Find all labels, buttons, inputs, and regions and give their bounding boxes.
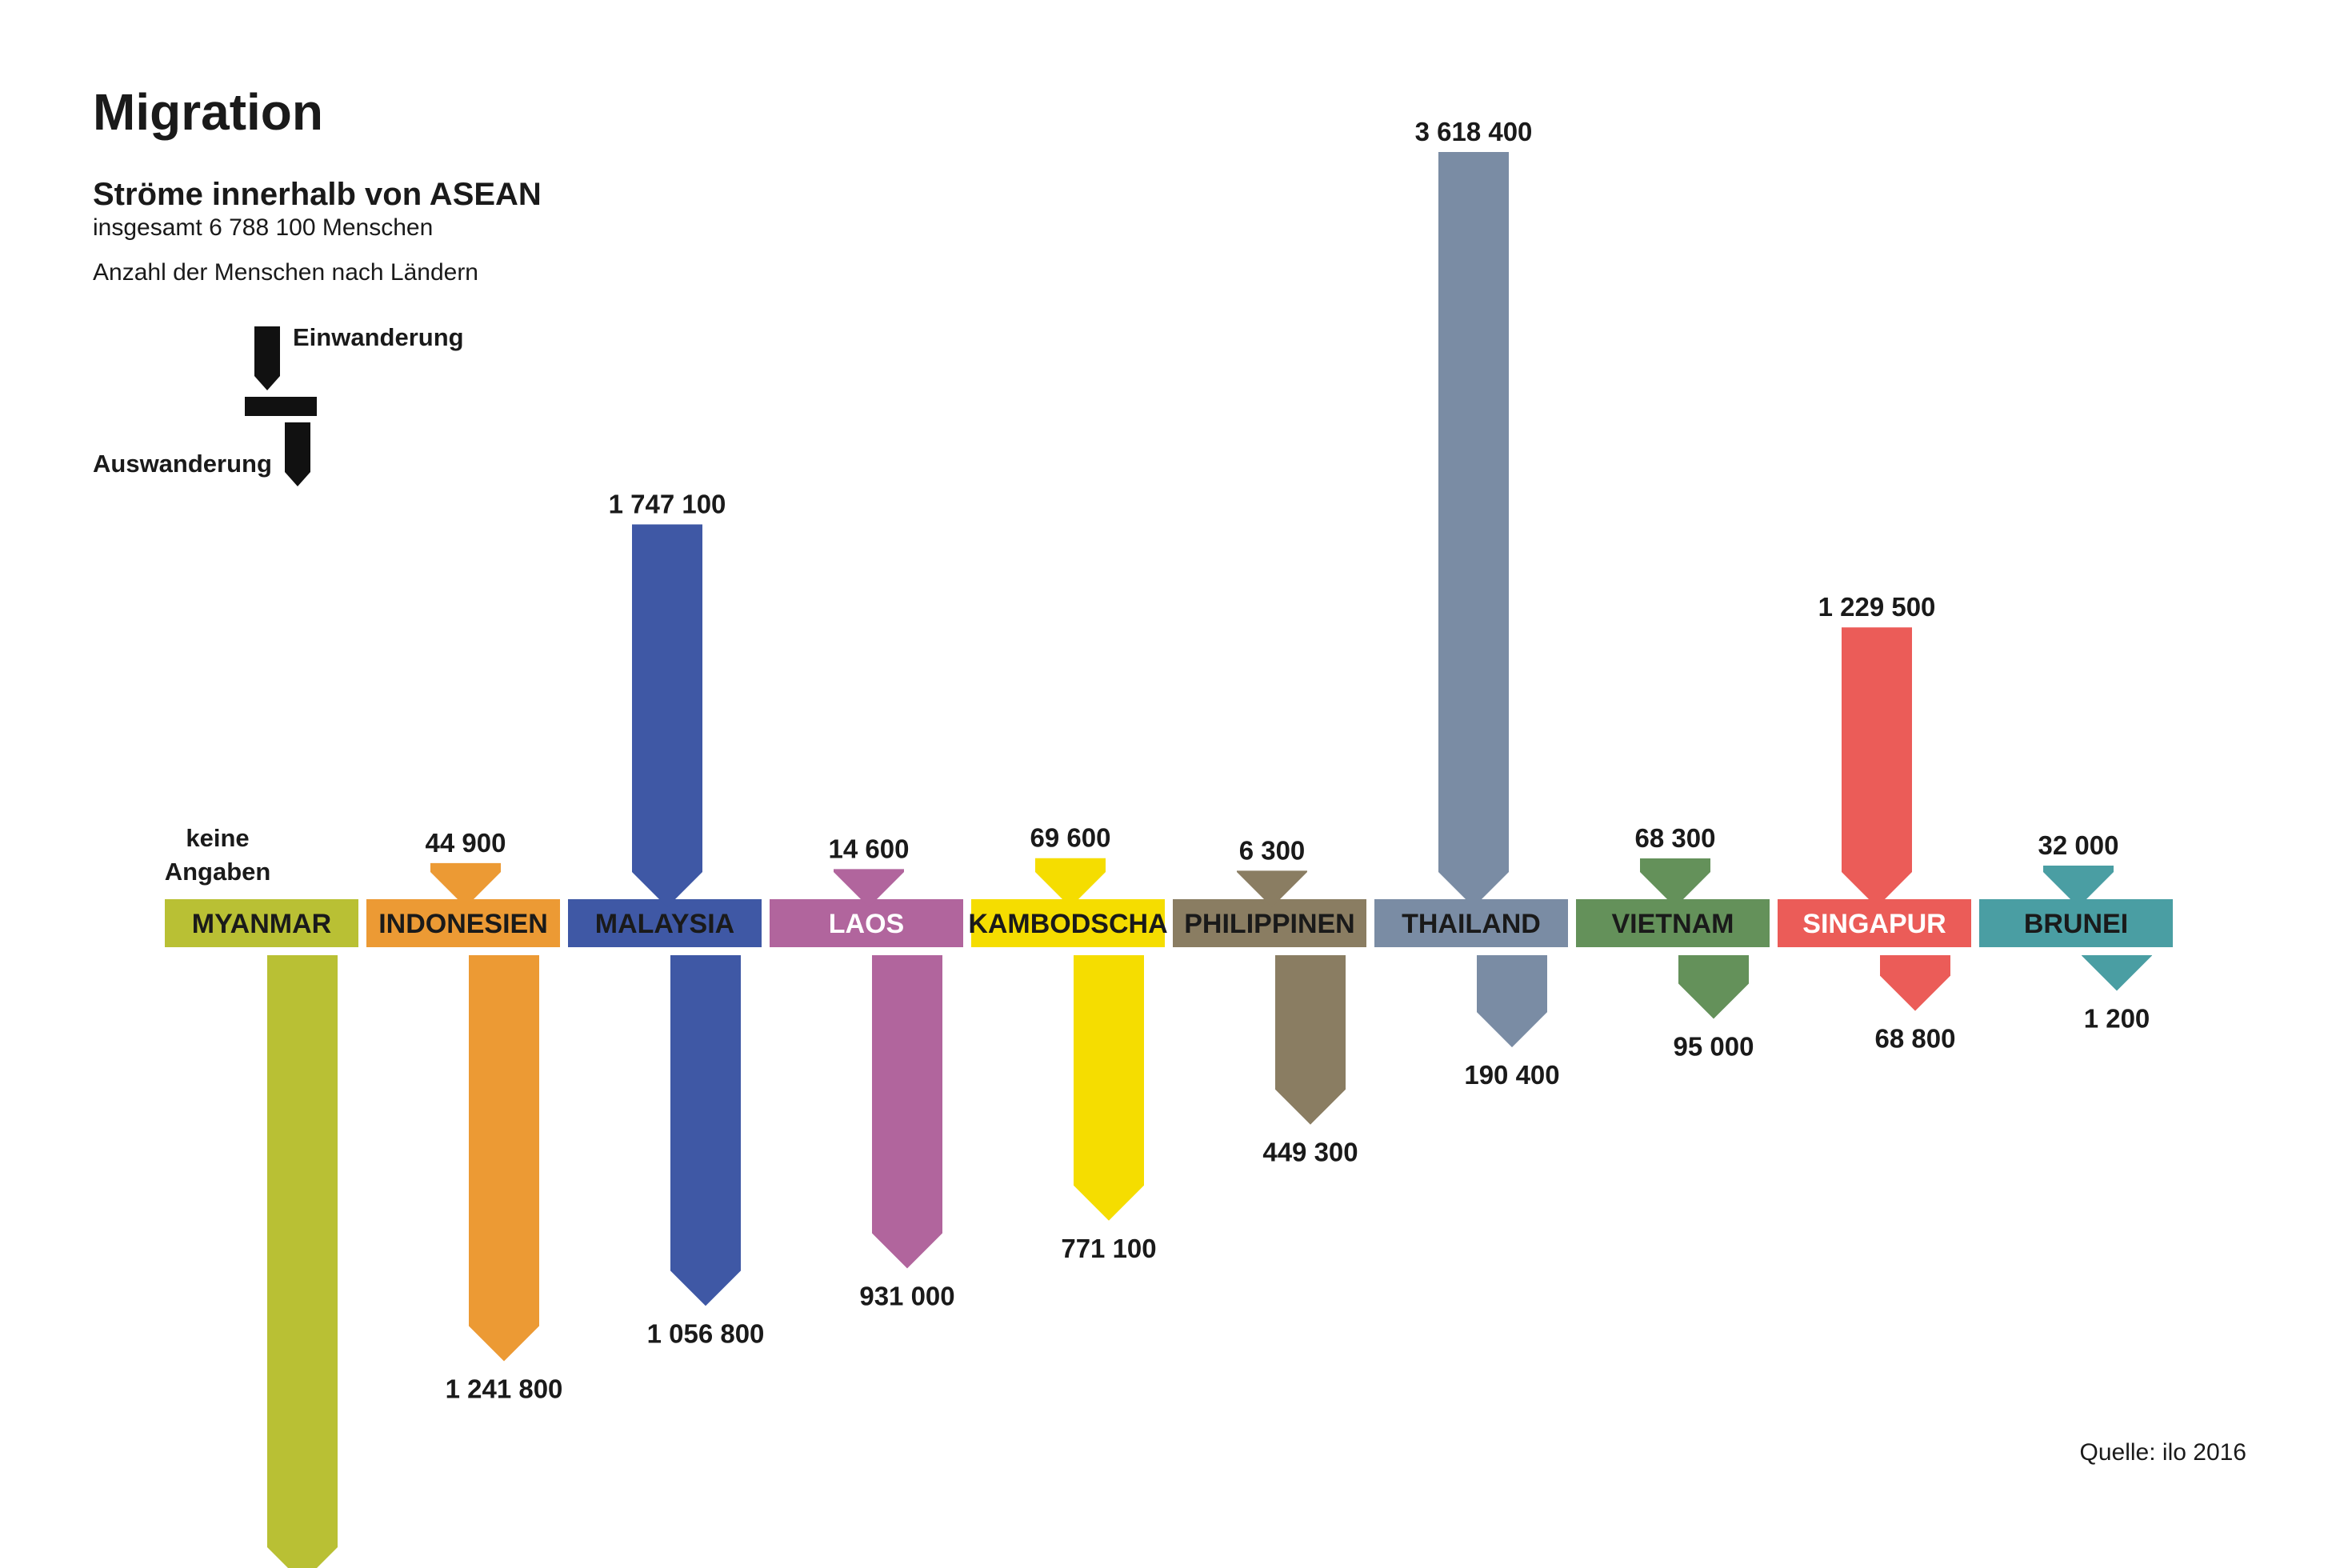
chart-marks: MYANMARkeineAngaben1 982 700INDONESIEN44… [165,117,2173,1568]
total-note: insgesamt 6 788 100 Menschen [93,214,433,241]
country-box-thailand [1374,899,1568,947]
country-box-philippinen [1173,899,1366,947]
immigration-value-brunei: 32 000 [2038,830,2119,860]
legend-immigration-label: Einwanderung [293,323,464,351]
emigration-value-laos: 931 000 [859,1281,954,1310]
country-box-vietnam [1576,899,1770,947]
emigration-value-malaysia: 1 056 800 [647,1318,765,1348]
immigration-value-philippinen: 6 300 [1239,835,1306,865]
immigration-value-vietnam: 68 300 [1635,823,1716,853]
immigration-no-data-line1-myanmar: keine [186,824,249,852]
country-box-myanmar [165,899,358,947]
emigration-arrow-myanmar [267,955,338,1568]
emigration-arrow-malaysia [670,955,741,1306]
immigration-value-kambodscha: 69 600 [1030,823,1111,853]
legend: Einwanderung Auswanderung [93,323,464,486]
immigration-arrow-malaysia [632,524,702,907]
immigration-arrow-kambodscha [1035,858,1106,907]
emigration-value-thailand: 190 400 [1464,1060,1559,1090]
emigration-arrow-philippinen [1275,955,1346,1125]
emigration-arrow-indonesien [469,955,539,1362]
legend-emigration-label: Auswanderung [93,450,272,478]
country-label-singapur: SINGAPUR [1802,909,1946,939]
immigration-arrow-philippinen [1237,870,1307,907]
immigration-arrow-indonesien [430,862,501,907]
chart-subtitle: Ströme innerhalb von ASEAN [93,177,542,212]
immigration-no-data-line2-myanmar: Angaben [165,858,271,886]
chart-title: Migration [93,83,323,141]
country-label-myanmar: MYANMAR [192,909,331,939]
country-label-kambodscha: KAMBODSCHA [968,909,1167,939]
immigration-arrow-laos [834,869,904,907]
immigration-arrow-vietnam [1640,858,1710,907]
immigration-arrow-thailand [1438,152,1509,907]
immigration-arrow-brunei [2043,866,2114,907]
source-note: Quelle: ilo 2016 [2080,1439,2246,1466]
country-label-malaysia: MALAYSIA [595,909,734,939]
emigration-arrow-thailand [1477,955,1547,1048]
country-label-thailand: THAILAND [1402,909,1541,939]
country-box-laos [770,899,963,947]
unit-note: Anzahl der Menschen nach Ländern [93,259,478,286]
country-box-kambodscha [971,899,1165,947]
emigration-arrow-brunei [2082,955,2152,991]
emigration-arrow-vietnam [1678,955,1749,1019]
legend-baseline-icon [245,397,317,416]
legend-immigration-arrow-icon [254,326,280,390]
emigration-value-brunei: 1 200 [2084,1003,2150,1033]
emigration-arrow-kambodscha [1074,955,1144,1221]
emigration-arrow-laos [872,955,942,1269]
country-box-brunei [1979,899,2173,947]
emigration-value-philippinen: 449 300 [1262,1138,1358,1167]
immigration-value-indonesien: 44 900 [426,828,506,858]
immigration-arrow-singapur [1842,627,1912,907]
immigration-value-laos: 14 600 [829,834,910,863]
country-label-brunei: BRUNEI [2024,909,2128,939]
emigration-value-indonesien: 1 241 800 [446,1374,563,1403]
immigration-value-thailand: 3 618 400 [1415,117,1533,146]
country-label-laos: LAOS [829,909,904,939]
country-label-vietnam: VIETNAM [1612,909,1734,939]
country-label-indonesien: INDONESIEN [378,909,548,939]
emigration-value-vietnam: 95 000 [1674,1031,1754,1061]
emigration-value-singapur: 68 800 [1875,1024,1956,1054]
immigration-value-singapur: 1 229 500 [1818,592,1936,622]
country-box-malaysia [568,899,762,947]
country-box-indonesien [366,899,560,947]
legend-emigration-arrow-icon [285,422,310,486]
country-label-philippinen: PHILIPPINEN [1184,909,1354,939]
emigration-arrow-singapur [1880,955,1950,1011]
immigration-value-malaysia: 1 747 100 [609,489,726,518]
emigration-value-kambodscha: 771 100 [1061,1234,1156,1263]
country-box-singapur [1778,899,1971,947]
